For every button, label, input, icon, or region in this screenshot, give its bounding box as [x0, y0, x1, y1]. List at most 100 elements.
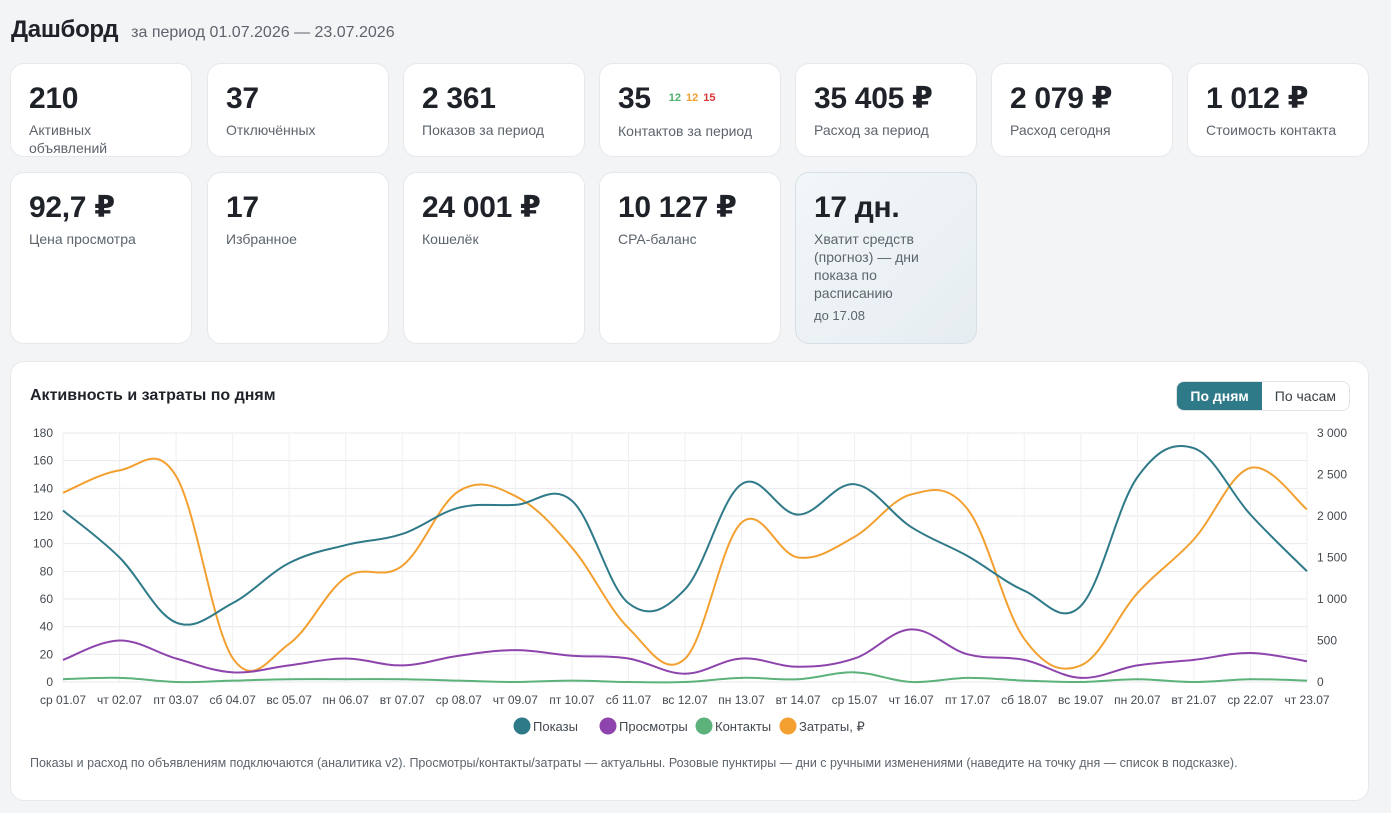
kpi-value: 2 079 ₽ [1010, 82, 1113, 115]
kpi-value: 2 361 [422, 82, 496, 115]
kpi-label: Кошелёк [422, 231, 479, 247]
x-tick-label: вт 07.07 [380, 693, 425, 707]
x-tick-label: пн 13.07 [718, 693, 765, 707]
kpi-contact-cost: 1 012 ₽ Стоимость контакта [1187, 63, 1369, 157]
x-tick-label: ср 08.07 [436, 693, 482, 707]
panel-title: Активность и затраты по дням [30, 387, 276, 404]
kpi-forecast-days: 17 дн. Хватит средств (прогноз) — дни по… [795, 172, 977, 344]
kpi-value: 210 [29, 82, 79, 115]
legend-marker-spend [779, 717, 797, 735]
x-tick-label: чт 09.07 [493, 693, 538, 707]
activity-panel: Активность и затраты по дням По дням По … [10, 361, 1369, 801]
kpi-value: 10 127 ₽ [618, 191, 737, 224]
chart-note: Показы и расход по объявлениям подключаю… [30, 756, 1238, 770]
legend-label-spend: Затраты, ₽ [799, 719, 865, 734]
activity-chart: 0 20 40 60 80 100 120 140 160 180 0 500 1 000 1 500 2 … [33, 426, 1347, 735]
kpi-label: Контактов за период [618, 123, 753, 140]
kpi-active-ads: 210 Активных объявлений [10, 63, 192, 157]
granularity-toggle: По дням По часам [1176, 381, 1350, 411]
legend-marker-impressions [513, 717, 531, 735]
y-right-tick-label: 500 [1317, 634, 1337, 648]
series-line-views [62, 628, 1308, 679]
kpi-label: CPA-баланс [618, 231, 697, 247]
kpi-label: Избранное [226, 231, 297, 247]
x-tick-label: сб 18.07 [1001, 693, 1048, 707]
kpi-label: Расход сегодня [1010, 122, 1111, 138]
kpi-contacts: 35 12 12 15 Контактов за период [599, 63, 781, 157]
y-right-tick-label: 2 000 [1317, 509, 1347, 523]
legend-label-impressions: Показы [533, 719, 578, 734]
kpi-label: Активных объявлений [29, 122, 108, 156]
legend-marker-views [599, 717, 617, 735]
x-tick-label: чт 16.07 [889, 693, 934, 707]
x-tick-label: пн 06.07 [322, 693, 369, 707]
kpi-label: Показов за период [422, 122, 545, 138]
y-left-tick-label: 160 [33, 454, 53, 468]
y-left-tick-label: 20 [40, 647, 54, 661]
kpi-value: 24 001 ₽ [422, 191, 541, 224]
x-tick-label: чт 02.07 [97, 693, 142, 707]
y-left-tick-label: 180 [33, 426, 53, 440]
x-tick-label: вс 19.07 [1058, 693, 1104, 707]
x-tick-label: ср 15.07 [832, 693, 878, 707]
kpi-value: 92,7 ₽ [29, 191, 115, 224]
contacts-breakdown-green: 12 [668, 92, 682, 105]
x-tick-label: чт 23.07 [1284, 693, 1329, 707]
y-left-tick-label: 80 [40, 564, 54, 578]
forecast-until-date: до 17.08 [814, 308, 865, 323]
legend-label-contacts: Контакты [715, 719, 771, 734]
y-right-tick-label: 0 [1317, 675, 1324, 689]
x-tick-label: пн 20.07 [1114, 693, 1161, 707]
kpi-value: 35 405 ₽ [814, 82, 933, 115]
kpi-value: 37 [226, 82, 259, 115]
y-left-tick-label: 140 [33, 481, 53, 495]
kpi-label: Цена просмотра [29, 231, 136, 247]
y-left-tick-label: 100 [33, 537, 53, 551]
page-header: Дашборд за период 01.07.2026 — 23.07.202… [11, 16, 395, 44]
toggle-by-hours[interactable]: По часам [1261, 382, 1349, 410]
kpi-view-price: 92,7 ₽ Цена просмотра [10, 172, 192, 344]
x-tick-label: сб 04.07 [210, 693, 257, 707]
kpi-spend-today: 2 079 ₽ Расход сегодня [991, 63, 1173, 157]
y-right-tick-label: 1 500 [1317, 551, 1347, 565]
x-tick-label: вт 21.07 [1171, 693, 1216, 707]
kpi-disabled-ads: 37 Отключённых [207, 63, 389, 157]
y-left-tick-label: 0 [46, 675, 53, 689]
contacts-breakdown-red: 15 [703, 92, 716, 105]
kpi-value-number: 35 [618, 82, 651, 115]
x-tick-label: сб 11.07 [606, 693, 652, 707]
series-line-contacts [62, 671, 1308, 684]
x-tick-label: вс 12.07 [662, 693, 708, 707]
kpi-label: Отключённых [226, 122, 316, 138]
kpi-impressions: 2 361 Показов за период [403, 63, 585, 157]
kpi-cpa-balance: 10 127 ₽ CPA-баланс [599, 172, 781, 344]
legend-marker-contacts [695, 717, 713, 735]
x-tick-label: пт 17.07 [945, 693, 991, 707]
x-tick-label: пт 10.07 [549, 693, 595, 707]
kpi-value: 1 012 ₽ [1206, 82, 1309, 115]
y-left-tick-label: 40 [40, 620, 54, 634]
kpi-label: Хватит средств (прогноз) — дни показа по… [814, 231, 919, 301]
kpi-value: 17 дн. [814, 191, 900, 224]
x-tick-label: ср 01.07 [40, 693, 86, 707]
y-right-tick-label: 3 000 [1317, 426, 1347, 440]
y-left-tick-label: 60 [40, 592, 54, 606]
kpi-value: 35 12 12 15 [618, 81, 762, 118]
y-left-tick-label: 120 [33, 509, 53, 523]
period-range: за период 01.07.2026 — 23.07.2026 [131, 24, 395, 41]
x-tick-label: вс 05.07 [266, 693, 312, 707]
legend-label-views: Просмотры [619, 719, 688, 734]
kpi-wallet: 24 001 ₽ Кошелёк [403, 172, 585, 344]
kpi-label: Стоимость контакта [1206, 122, 1337, 138]
y-right-tick-label: 2 500 [1317, 468, 1347, 482]
series-line-impressions [62, 444, 1308, 626]
contacts-breakdown-orange: 12 [686, 92, 699, 105]
kpi-spend-period: 35 405 ₽ Расход за период [795, 63, 977, 157]
chart-grid [62, 432, 1308, 683]
toggle-by-days[interactable]: По дням [1177, 382, 1262, 410]
series-line-spend [62, 457, 1308, 672]
page-title: Дашборд [11, 16, 119, 43]
x-tick-label: ср 22.07 [1227, 693, 1273, 707]
x-tick-label: пт 03.07 [153, 693, 199, 707]
kpi-value: 17 [226, 191, 259, 224]
